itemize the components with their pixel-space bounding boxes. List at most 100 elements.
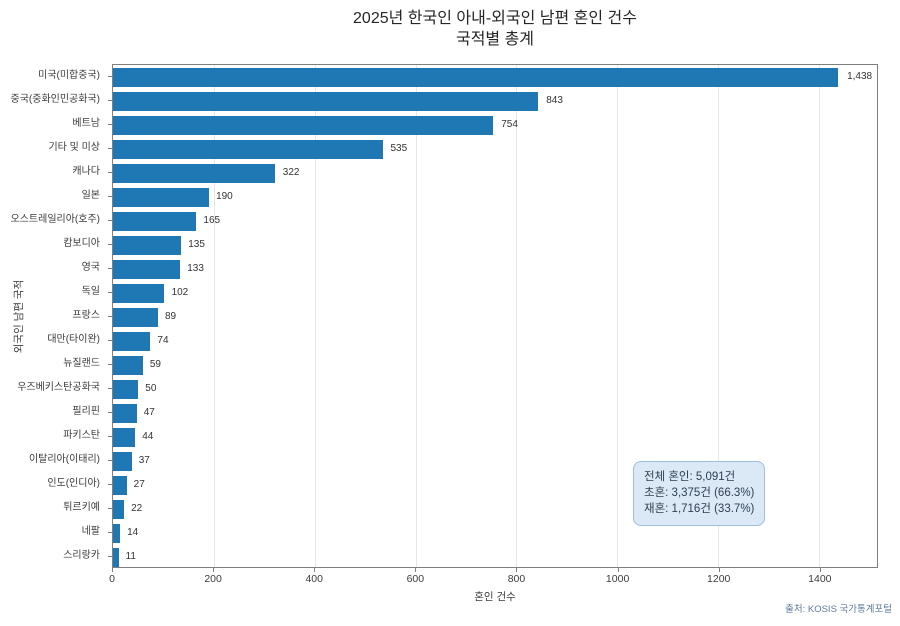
y-tick-label: 기타 및 미상 (48, 142, 100, 153)
y-tick-mark (108, 316, 112, 317)
bar (113, 163, 276, 183)
y-tick-label: 미국(미합중국) (38, 70, 100, 81)
bar-row: 135 (113, 233, 877, 257)
y-tick-mark (108, 532, 112, 533)
y-tick-mark (108, 268, 112, 269)
y-tick-mark (108, 220, 112, 221)
gridline (617, 65, 619, 567)
y-tick-label: 중국(중화인민공화국) (10, 94, 100, 105)
y-tick-label: 우즈베키스탄공화국 (17, 382, 100, 393)
bar-row: 133 (113, 257, 877, 281)
chart-title-line2: 국적별 총계 (455, 31, 535, 48)
bar (113, 283, 165, 303)
x-tick-mark (718, 568, 720, 572)
y-tick-label: 이탈리아(이태리) (28, 454, 100, 465)
bar-value-label: 754 (501, 119, 518, 130)
bar (113, 259, 181, 279)
x-tick-label: 1000 (605, 573, 630, 585)
bar-row: 37 (113, 449, 877, 473)
bar-value-label: 135 (188, 239, 205, 250)
bar-row: 322 (113, 161, 877, 185)
bar (113, 91, 539, 111)
y-tick-label: 베트남 (72, 118, 100, 129)
bar-value-label: 14 (127, 527, 139, 538)
bar-row: 47 (113, 401, 877, 425)
y-tick-label: 독일 (81, 286, 100, 297)
gridline (415, 65, 417, 567)
y-tick-mark (108, 100, 112, 101)
y-tick-label: 필리핀 (72, 406, 100, 417)
x-tick-mark (213, 568, 215, 572)
bar-row: 535 (113, 137, 877, 161)
bar (113, 235, 182, 255)
bar (113, 451, 132, 471)
x-tick-mark (112, 568, 113, 572)
bar-value-label: 133 (187, 263, 204, 274)
bar (113, 499, 125, 519)
y-tick-label: 파키스탄 (63, 430, 100, 441)
plot-area: 1,438 843 754 535 322 190 165 135 133 102 89 74 59 50… (112, 64, 878, 568)
y-tick-mark (108, 244, 112, 245)
gridline (213, 65, 215, 567)
bar (113, 427, 136, 447)
bar-value-label: 50 (145, 383, 157, 394)
bar (113, 115, 494, 135)
bar-value-label: 44 (142, 431, 154, 442)
y-tick-label: 캐나다 (72, 166, 100, 177)
y-tick-mark (108, 460, 112, 461)
bar-row: 50 (113, 377, 877, 401)
y-tick-label: 오스트레일리아(호주) (10, 214, 100, 225)
bar (113, 547, 119, 567)
annotation-remarriage: 재혼: 1,716건 (33.7%) (644, 503, 755, 516)
x-tick-label: 200 (204, 573, 222, 585)
bar (113, 139, 383, 159)
y-tick-mark (108, 340, 112, 341)
bar-row: 165 (113, 209, 877, 233)
bar (113, 355, 143, 375)
y-tick-label: 캄보디아 (63, 238, 100, 249)
x-tick-mark (516, 568, 518, 572)
bar-value-label: 27 (133, 479, 145, 490)
y-tick-labels: 미국(미합중국) 중국(중화인민공화국) 베트남 기타 및 미상 캐나다 일본 오스트레일리… (0, 64, 108, 568)
x-tick-label: 1200 (707, 573, 731, 585)
y-tick-mark (108, 172, 112, 173)
y-tick-mark (108, 508, 112, 509)
bar (113, 67, 839, 87)
y-tick-label: 뉴질랜드 (63, 358, 100, 369)
y-tick-mark (108, 124, 112, 125)
annotation-first-marriage: 초혼: 3,375건 (66.3%) (644, 487, 755, 500)
x-tick-mark (415, 568, 417, 572)
x-tick-label: 800 (507, 573, 526, 585)
bar-row: 1,438 (113, 65, 877, 89)
bar-value-label: 59 (149, 359, 161, 370)
bar-value-label: 74 (157, 335, 169, 346)
bar-value-label: 11 (125, 551, 136, 562)
bar (113, 187, 209, 207)
source-note: 출처: KOSIS 국가통계포털 (785, 604, 892, 615)
bar (113, 331, 151, 351)
x-tick-mark (617, 568, 619, 572)
y-tick-label: 대만(타이완) (47, 334, 100, 345)
bar (113, 211, 197, 231)
x-axis-label: 혼인 건수 (474, 591, 516, 603)
bar-row: 102 (113, 281, 877, 305)
gridline (516, 65, 518, 567)
y-tick-label: 영국 (81, 262, 100, 273)
bar-value-label: 843 (546, 95, 563, 106)
y-tick-label: 프랑스 (72, 310, 100, 321)
y-tick-mark (108, 412, 112, 413)
bar-row: 843 (113, 89, 877, 113)
bar-value-label: 165 (203, 215, 221, 226)
y-tick-mark (108, 148, 112, 149)
bar-row: 754 (113, 113, 877, 137)
bar-value-label: 1,438 (847, 71, 873, 82)
gridline (314, 65, 316, 567)
bar-row: 59 (113, 353, 877, 377)
bar-row: 89 (113, 305, 877, 329)
bar-value-label: 535 (390, 143, 408, 154)
chart-title-line1: 2025년 한국인 아내-외국인 남편 혼인 건수 (353, 10, 637, 27)
y-tick-mark (108, 556, 112, 557)
y-tick-label: 튀르키예 (63, 502, 100, 513)
y-tick-label: 인도(인디아) (47, 478, 100, 489)
